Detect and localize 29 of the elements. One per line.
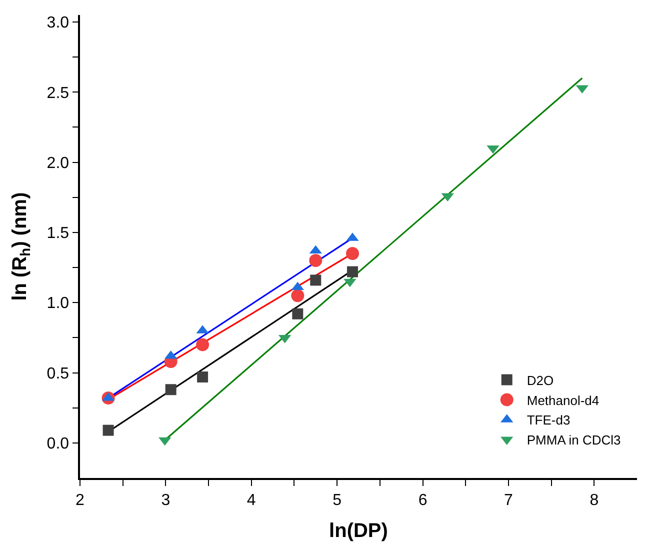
x-tick-label: 6 [418, 492, 428, 509]
y-tick-label: 0.5 [46, 365, 70, 382]
y-tick-label: 1.5 [46, 225, 70, 242]
x-tick-label: 5 [332, 492, 342, 509]
point [310, 274, 322, 286]
x-tick-label: 4 [246, 492, 256, 509]
legend-label: PMMA in CDCl3 [526, 432, 621, 448]
y-tick-label: 2.0 [46, 154, 70, 172]
y-tick-label: 0.0 [46, 436, 70, 453]
point [291, 289, 304, 302]
legend-label: Methanol-d4 [526, 392, 600, 408]
point [292, 308, 304, 320]
x-tick-label: 7 [504, 492, 514, 509]
point [165, 384, 176, 396]
point [309, 254, 322, 268]
legend-label: D2O [526, 372, 554, 388]
x-tick-label: 2 [76, 492, 85, 509]
point [196, 338, 210, 352]
y-tick-label: 2.5 [46, 84, 70, 102]
point [346, 247, 359, 260]
x-axis-title: ln(DP) [329, 520, 388, 542]
y-tick-label: 1.0 [46, 295, 70, 312]
y-tick-label: 3.0 [46, 14, 70, 32]
point [197, 371, 208, 382]
x-tick-label: 8 [590, 492, 599, 509]
x-tick-label: 3 [161, 492, 170, 509]
point [347, 266, 358, 278]
legend-label: TFE-d3 [526, 412, 570, 428]
point [102, 424, 114, 436]
